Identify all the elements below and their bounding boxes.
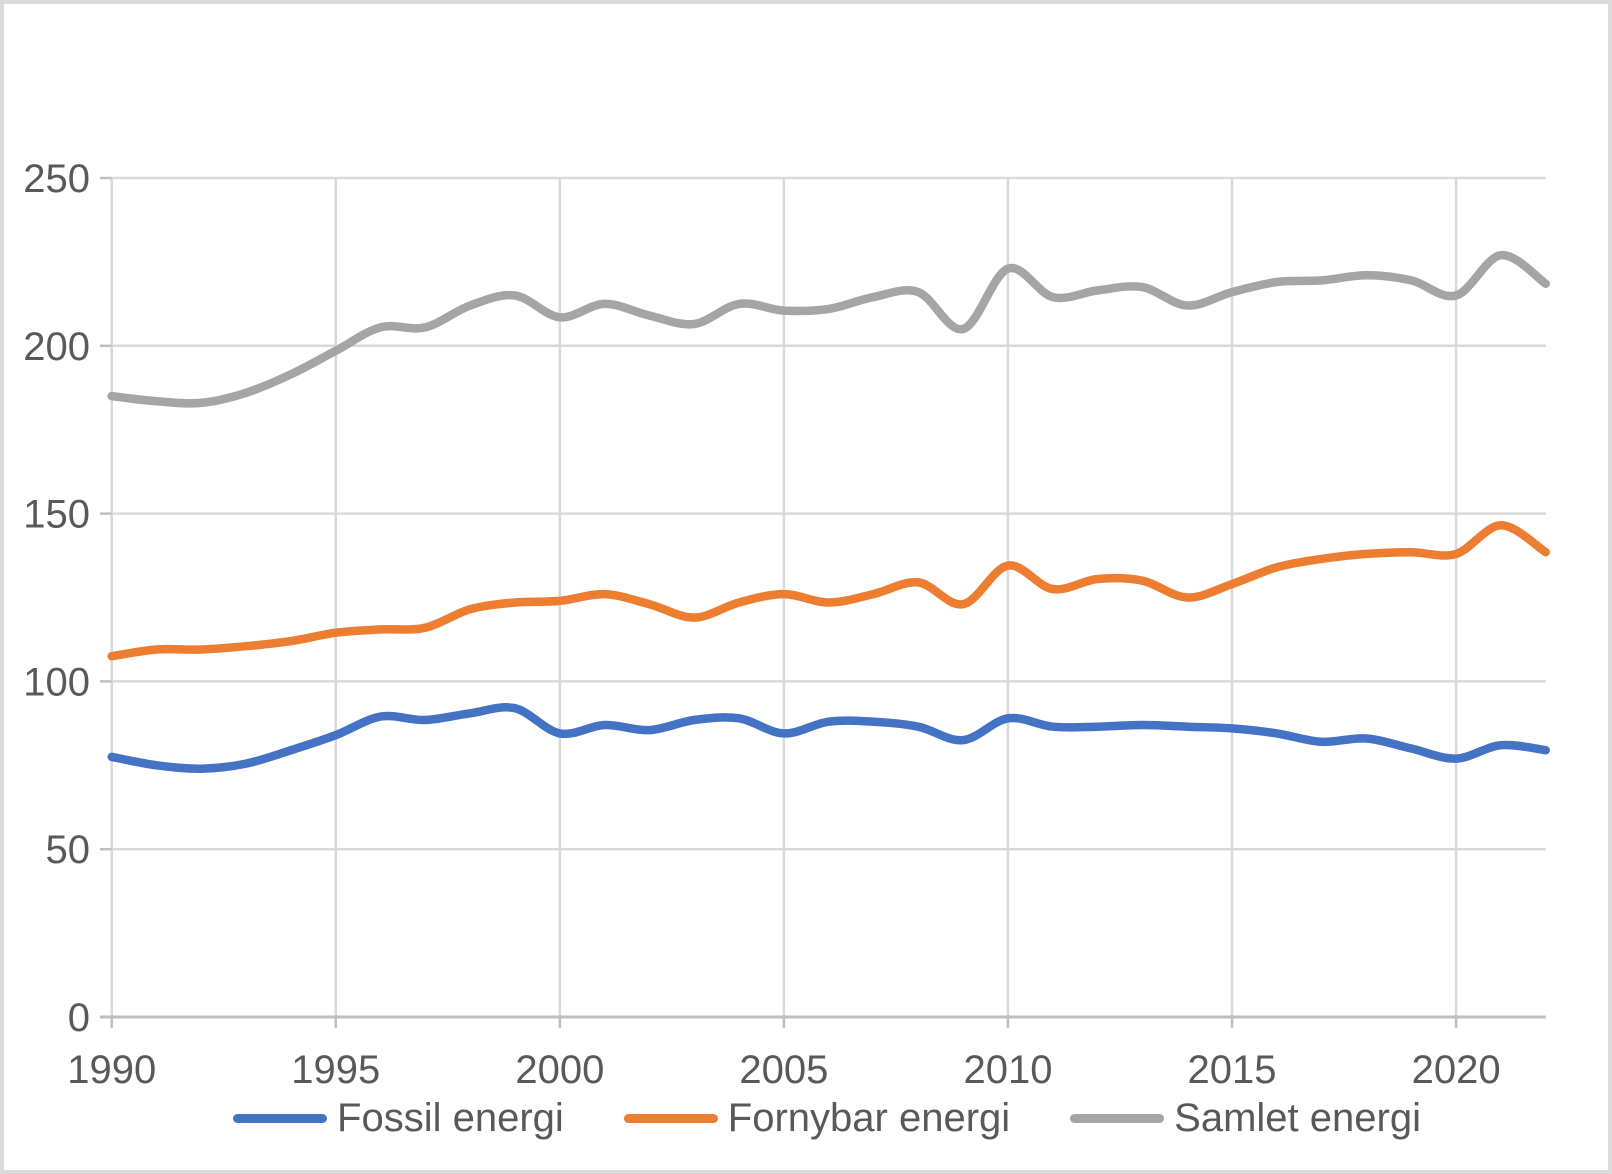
legend-item-samlet-energi: Samlet energi [1070, 1096, 1421, 1141]
legend-item-fossil-energi: Fossil energi [233, 1096, 564, 1141]
y-tick-label: 250 [23, 157, 90, 201]
y-tick-label: 100 [23, 660, 90, 704]
x-tick-label: 2000 [515, 1048, 604, 1092]
y-tick-label: 150 [23, 493, 90, 537]
x-tick-label: 2005 [739, 1048, 828, 1092]
legend-swatch-fossil-energi [233, 1114, 328, 1123]
legend-label-samlet-energi: Samlet energi [1174, 1096, 1421, 1140]
legend-swatch-fornybar-energi [623, 1114, 718, 1123]
x-tick-label: 2020 [1412, 1048, 1501, 1092]
x-tick-label: 1990 [67, 1048, 156, 1092]
legend-item-fornybar-energi: Fornybar energi [623, 1096, 1011, 1141]
legend-swatch-samlet-energi [1070, 1114, 1165, 1123]
series-line-fornybar-energi [107, 521, 1550, 661]
series-line-fossil-energi [107, 703, 1550, 773]
y-tick-label: 0 [68, 996, 90, 1040]
y-tick-label: 200 [23, 325, 90, 369]
series-line-samlet-energi [107, 250, 1550, 408]
y-tick-label: 50 [46, 828, 91, 872]
x-tick-label: 2010 [963, 1048, 1052, 1092]
chart-legend: Fossil energi Fornybar energi Samlet ene… [108, 1096, 1546, 1141]
legend-label-fossil-energi: Fossil energi [337, 1096, 564, 1140]
x-tick-label: 1995 [291, 1048, 380, 1092]
x-tick-label: 2015 [1188, 1048, 1277, 1092]
legend-label-fornybar-energi: Fornybar energi [727, 1096, 1011, 1140]
line-chart: 0 50 100 150 200 250 1990 1995 2000 2005 2010 2015 2… [23, 157, 1550, 1092]
